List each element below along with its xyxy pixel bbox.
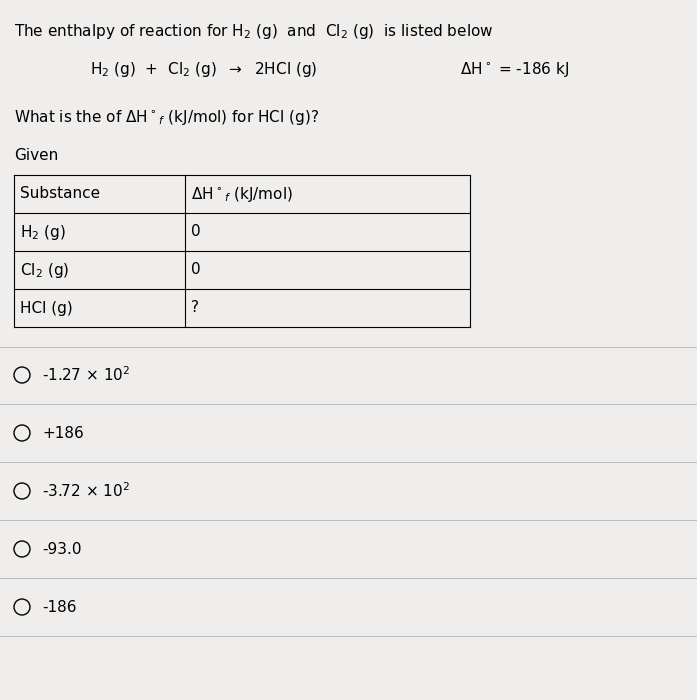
Text: What is the of $\Delta$H$^\circ$$_f$ (kJ/mol) for HCl (g)?: What is the of $\Delta$H$^\circ$$_f$ (kJ… (14, 108, 319, 127)
Text: Given: Given (14, 148, 59, 163)
Text: -186: -186 (42, 599, 77, 615)
Text: 0: 0 (191, 225, 201, 239)
Text: ?: ? (191, 300, 199, 316)
Text: -3.72 $\times$ 10$^2$: -3.72 $\times$ 10$^2$ (42, 482, 130, 500)
Text: H$_2$ (g): H$_2$ (g) (20, 223, 66, 241)
Text: $\Delta$H$^\circ$ = -186 kJ: $\Delta$H$^\circ$ = -186 kJ (460, 60, 569, 79)
Text: 0: 0 (191, 262, 201, 277)
Text: +186: +186 (42, 426, 84, 440)
Text: Substance: Substance (20, 186, 100, 202)
Text: $\Delta$H$^\circ$$_f$ (kJ/mol): $\Delta$H$^\circ$$_f$ (kJ/mol) (191, 185, 293, 204)
Text: -93.0: -93.0 (42, 542, 82, 557)
Text: Cl$_2$ (g): Cl$_2$ (g) (20, 260, 69, 279)
Text: The enthalpy of reaction for H$_2$ (g)  and  Cl$_2$ (g)  is listed below: The enthalpy of reaction for H$_2$ (g) a… (14, 22, 493, 41)
Text: H$_2$ (g)  +  Cl$_2$ (g)  $\rightarrow$  2HCl (g): H$_2$ (g) + Cl$_2$ (g) $\rightarrow$ 2HC… (90, 60, 317, 79)
Text: -1.27 $\times$ 10$^2$: -1.27 $\times$ 10$^2$ (42, 365, 130, 384)
Text: HCl (g): HCl (g) (20, 300, 72, 316)
